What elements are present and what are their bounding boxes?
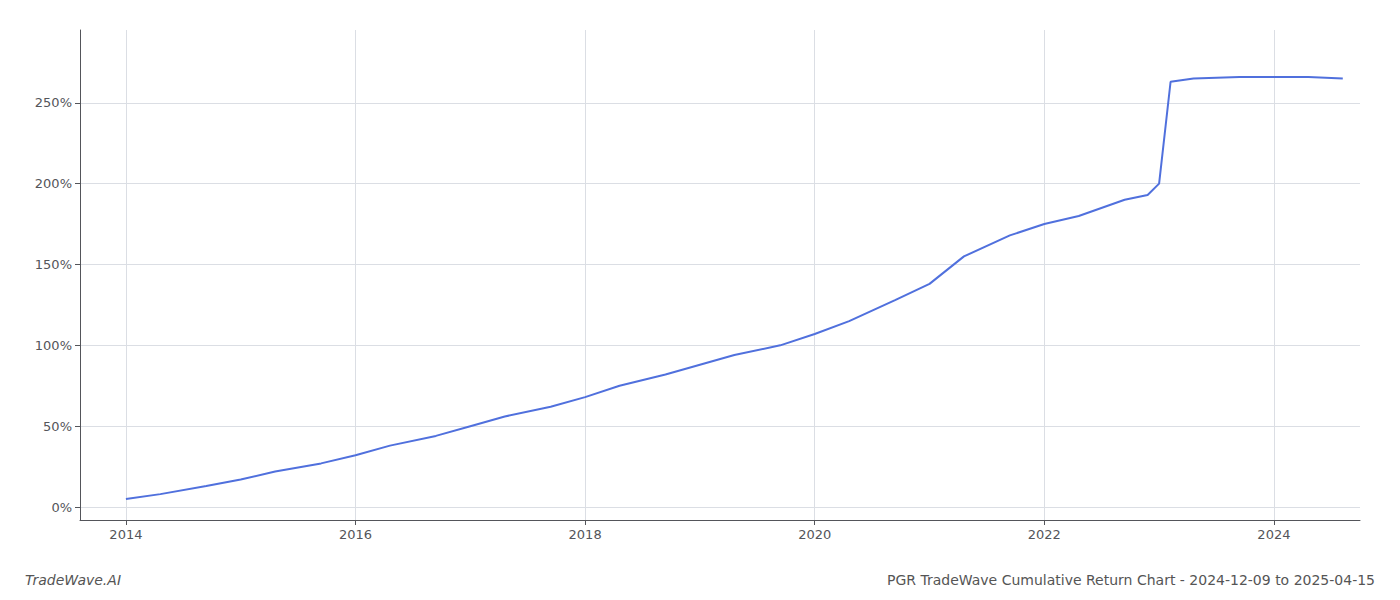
- svg-text:2014: 2014: [109, 527, 142, 542]
- svg-text:0%: 0%: [51, 500, 72, 515]
- svg-text:250%: 250%: [35, 95, 72, 110]
- svg-text:100%: 100%: [35, 338, 72, 353]
- svg-text:PGR TradeWave Cumulative Retur: PGR TradeWave Cumulative Return Chart - …: [887, 572, 1375, 588]
- svg-text:2024: 2024: [1257, 527, 1290, 542]
- svg-text:2016: 2016: [339, 527, 372, 542]
- svg-text:150%: 150%: [35, 257, 72, 272]
- svg-text:2020: 2020: [798, 527, 831, 542]
- svg-text:2022: 2022: [1028, 527, 1061, 542]
- svg-text:2018: 2018: [569, 527, 602, 542]
- svg-text:200%: 200%: [35, 176, 72, 191]
- svg-text:TradeWave.AI: TradeWave.AI: [25, 572, 121, 588]
- svg-text:50%: 50%: [43, 419, 72, 434]
